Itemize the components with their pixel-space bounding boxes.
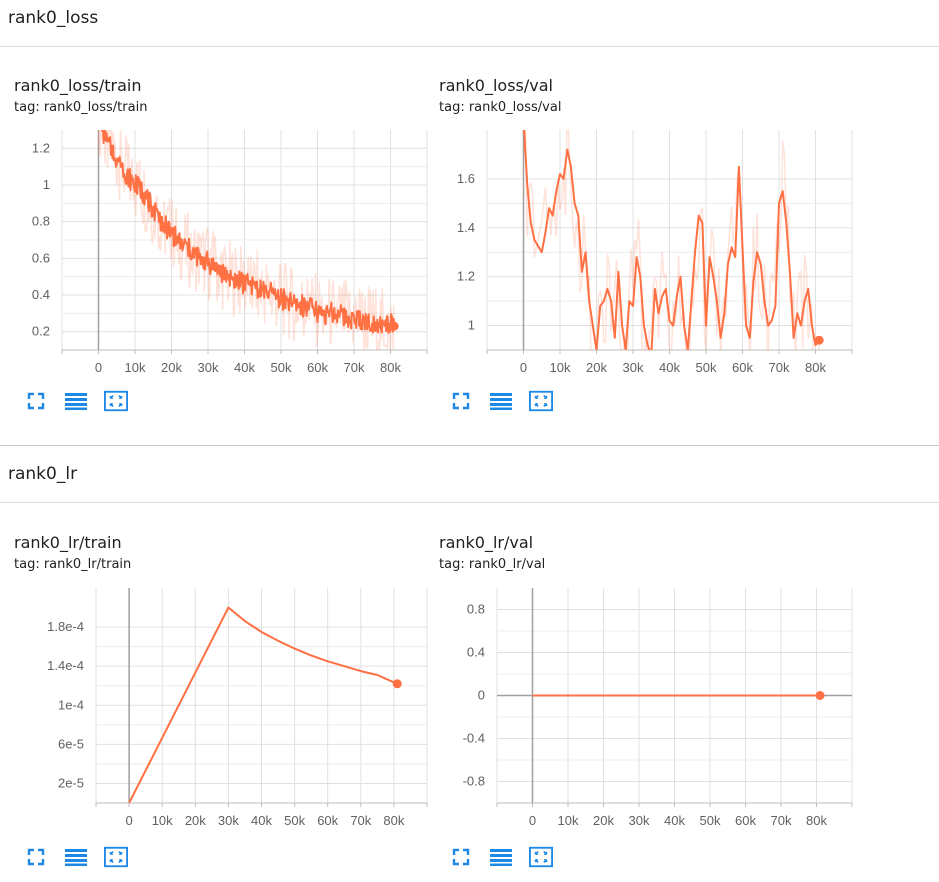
x-tick-label: 50k (700, 813, 721, 828)
grid (61, 130, 428, 350)
y-tick-label: 1.8e-4 (47, 619, 84, 634)
fullscreen-icon[interactable] (24, 845, 48, 869)
series-line (128, 606, 398, 803)
x-tick-label: 60k (307, 360, 328, 375)
y-tick-label: 6e-5 (58, 736, 84, 751)
y-tick-label: 1e-4 (58, 697, 84, 712)
y-tick-label: 0.8 (467, 602, 485, 617)
card-title: rank0_lr/train (14, 533, 122, 552)
chart-loss-val[interactable]: 0 10k 20k 30k 40k 50k 60k 70k 80k 1 1.2 1.4 1.6 (425, 128, 865, 378)
card-title: rank0_loss/train (14, 76, 142, 95)
fit-domain-icon[interactable] (104, 389, 128, 413)
chart-loss-train[interactable]: 0 10k 20k 30k 40k 50k 60k 70k 80k 0.2 0.4 0.6 0.8 1 1.… (0, 128, 440, 378)
y-tick-label: 0.8 (32, 214, 50, 229)
y-tick-label: 1.6 (457, 171, 475, 186)
card-title: rank0_lr/val (439, 533, 534, 552)
fullscreen-icon[interactable] (449, 845, 473, 869)
x-tick-label: 40k (659, 360, 680, 375)
y-tick-label: 1.2 (457, 269, 475, 284)
data-table-icon[interactable] (64, 389, 88, 413)
x-tick-label: 80k (383, 813, 404, 828)
x-tick-label: 50k (271, 360, 292, 375)
y-tick-label: 0 (478, 688, 485, 703)
x-tick-label: 10k (125, 360, 146, 375)
x-tick-label: 70k (350, 813, 371, 828)
card-tag: tag: rank0_lr/train (14, 557, 132, 572)
x-tick-label: 30k (629, 813, 650, 828)
x-tick-label: 40k (251, 813, 272, 828)
x-tick-label: 10k (550, 360, 571, 375)
data-table-icon[interactable] (64, 845, 88, 869)
x-tick-label: 60k (317, 813, 338, 828)
x-tick-label: 50k (284, 813, 305, 828)
y-tick-label: -0.4 (463, 731, 485, 746)
y-tick-label: 1.2 (32, 140, 50, 155)
card-toolbar (449, 389, 569, 413)
y-tick-label: 1 (43, 177, 50, 192)
card-toolbar (24, 845, 144, 869)
x-tick-label: 70k (771, 813, 792, 828)
series-end-point (392, 679, 402, 689)
x-tick-label: 0 (520, 360, 527, 375)
x-tick-label: 20k (593, 813, 614, 828)
x-tick-label: 0 (529, 813, 536, 828)
x-tick-label: 20k (586, 360, 607, 375)
y-tick-label: 0.6 (32, 250, 50, 265)
y-tick-label: 0.4 (32, 287, 50, 302)
fit-domain-icon[interactable] (529, 389, 553, 413)
x-tick-label: 60k (735, 813, 756, 828)
card-title: rank0_loss/val (439, 76, 553, 95)
series-end-point (389, 321, 399, 331)
x-tick-label: 80k (805, 360, 826, 375)
section-title-loss: rank0_loss (8, 8, 99, 28)
series-line (101, 130, 396, 334)
card-toolbar (449, 845, 569, 869)
x-tick-label: 10k (152, 813, 173, 828)
chart-lr-train[interactable]: 0 10k 20k 30k 40k 50k 60k 70k 80k 2e-5 6e-5 1e-4 1.4… (0, 585, 440, 835)
card-tag: tag: rank0_lr/val (439, 557, 546, 572)
section-title-lr: rank0_lr (8, 464, 78, 484)
y-tick-label: 0.4 (467, 645, 485, 660)
grid (95, 588, 428, 803)
fullscreen-icon[interactable] (449, 389, 473, 413)
section-divider (0, 46, 939, 47)
x-tick-label: 80k (806, 813, 827, 828)
y-tick-label: 1 (468, 318, 475, 333)
x-tick-label: 0 (95, 360, 102, 375)
card-tag: tag: rank0_loss/train (14, 100, 148, 115)
x-tick-label: 40k (234, 360, 255, 375)
card-tag: tag: rank0_loss/val (439, 100, 562, 115)
x-tick-label: 30k (198, 360, 219, 375)
raw-series-line (522, 130, 820, 350)
series-line (523, 130, 820, 350)
x-tick-label: 10k (558, 813, 579, 828)
fit-domain-icon[interactable] (104, 845, 128, 869)
x-tick-label: 60k (732, 360, 753, 375)
x-tick-label: 70k (344, 360, 365, 375)
fit-domain-icon[interactable] (529, 845, 553, 869)
x-tick-label: 30k (623, 360, 644, 375)
y-tick-label: 1.4e-4 (47, 658, 84, 673)
x-tick-label: 20k (161, 360, 182, 375)
section-divider (0, 502, 939, 503)
x-tick-label: 20k (185, 813, 206, 828)
series-end-point (814, 335, 824, 345)
fullscreen-icon[interactable] (24, 389, 48, 413)
x-tick-label: 30k (218, 813, 239, 828)
card-toolbar (24, 389, 144, 413)
y-tick-label: 0.2 (32, 324, 50, 339)
chart-lr-val[interactable]: 0 10k 20k 30k 40k 50k 60k 70k 80k -0.8 -0.4 0 0.4 0.8 (425, 585, 865, 835)
series-end-point (815, 691, 825, 700)
y-tick-label: 2e-5 (58, 775, 84, 790)
x-tick-label: 40k (664, 813, 685, 828)
x-tick-label: 0 (125, 813, 132, 828)
data-table-icon[interactable] (489, 389, 513, 413)
x-tick-label: 80k (380, 360, 401, 375)
data-table-icon[interactable] (489, 845, 513, 869)
x-tick-label: 50k (696, 360, 717, 375)
y-tick-label: 1.4 (457, 220, 475, 235)
x-tick-label: 70k (769, 360, 790, 375)
section-divider (0, 445, 939, 446)
y-tick-label: -0.8 (463, 774, 485, 789)
